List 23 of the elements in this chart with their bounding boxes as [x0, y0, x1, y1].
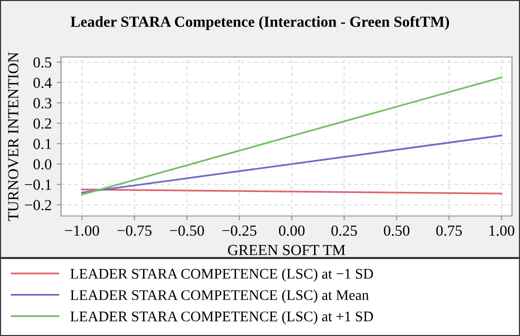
x-tick-label: 0.25 — [331, 225, 357, 236]
x-axis-title: GREEN SOFT TM — [228, 244, 346, 256]
y-tick-label: 0.1 — [33, 138, 52, 150]
legend-label: LEADER STARA COMPETENCE (LSC) at +1 SD — [70, 311, 374, 324]
x-tick-label: 0.75 — [436, 225, 462, 236]
x-tick-label: −1.00 — [65, 225, 100, 236]
y-tick-label: 0.5 — [33, 57, 52, 68]
x-tick-label: −0.75 — [118, 225, 152, 236]
y-tick-label: 0.0 — [33, 159, 52, 170]
x-tick-label: 0.00 — [278, 225, 305, 236]
y-tick-label: −0.1 — [25, 180, 52, 190]
y-tick-label: 0.4 — [33, 78, 52, 88]
legend-label: LEADER STARA COMPETENCE (LSC) at −1 SD — [70, 268, 374, 282]
x-tick-label: 1.00 — [489, 225, 514, 236]
x-tick-label: −0.50 — [170, 225, 204, 236]
y-tick-label: −0.2 — [25, 200, 52, 210]
y-tick-label: 0.3 — [33, 98, 52, 108]
y-axis-title: TURNOVER INTENTION — [8, 52, 18, 221]
legend-label: LEADER STARA COMPETENCE (LSC) at Mean — [70, 290, 369, 303]
y-tick-label: 0.2 — [33, 118, 52, 129]
x-tick-label: 0.50 — [384, 225, 410, 236]
x-tick-label: −0.25 — [222, 225, 256, 236]
chart-title: Leader STARA Competence (Interaction - Green SoftTM) — [70, 16, 450, 30]
